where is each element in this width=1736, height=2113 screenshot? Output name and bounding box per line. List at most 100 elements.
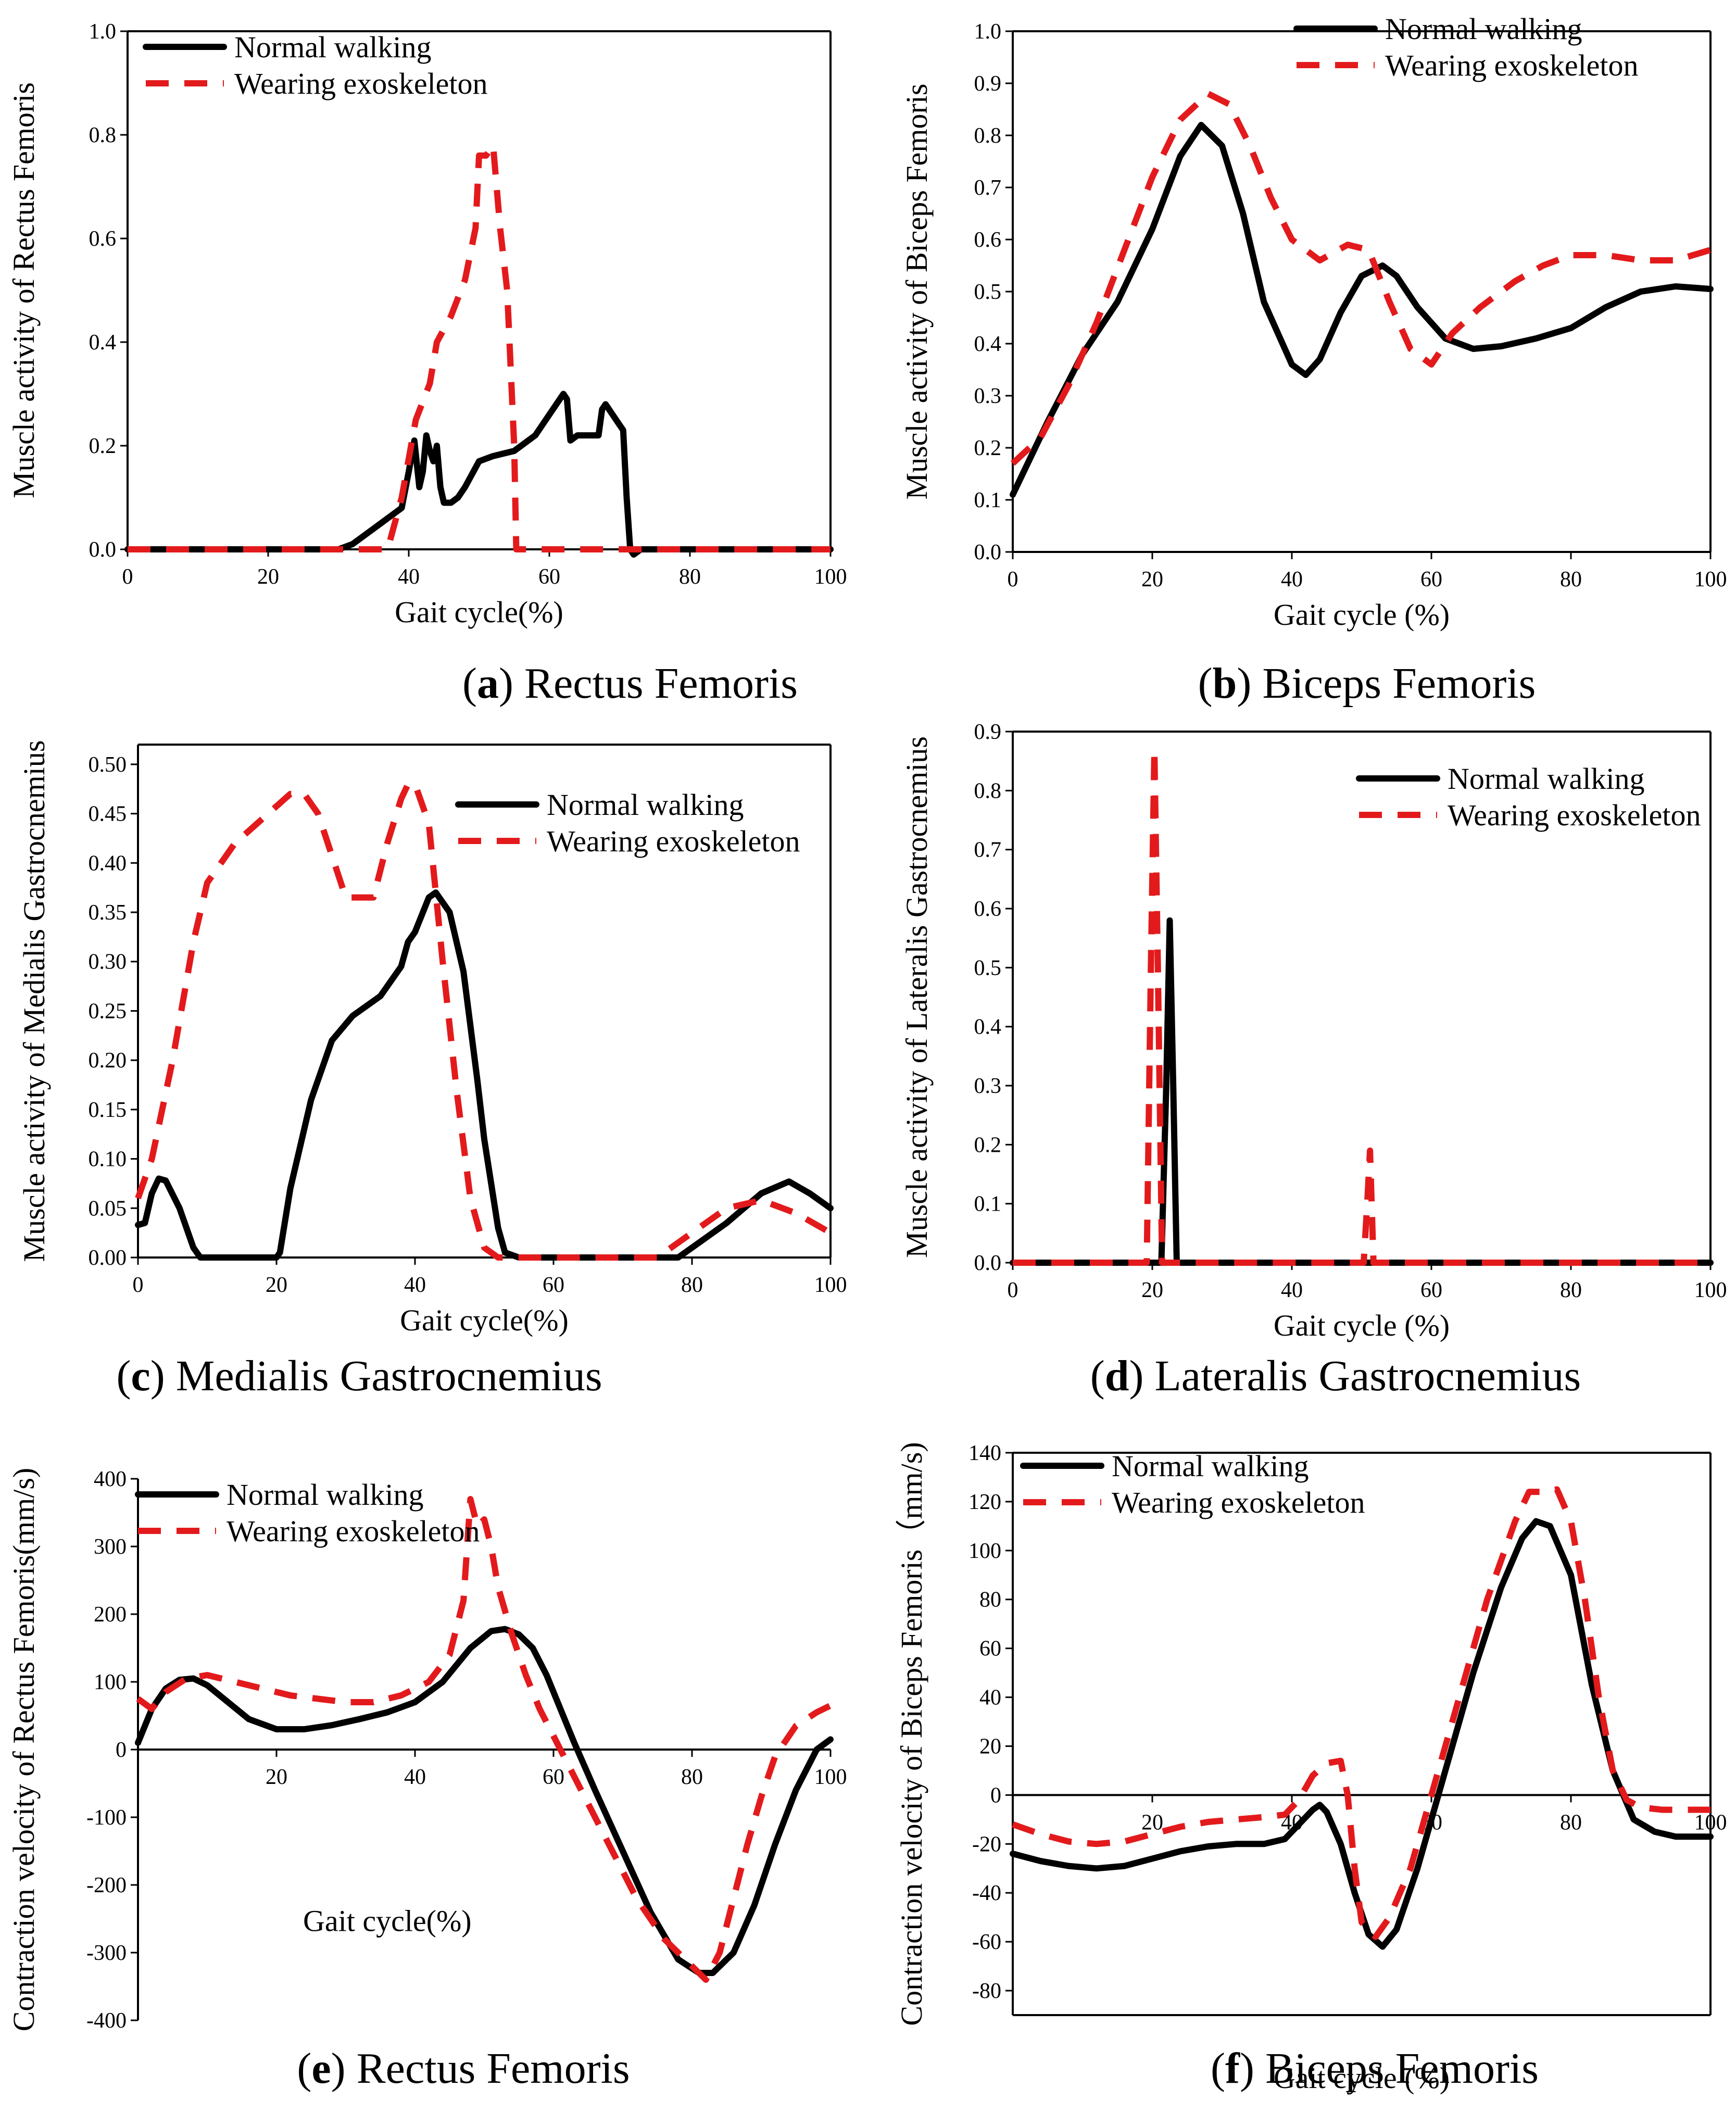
x-tick-label: 100 xyxy=(1694,1278,1727,1302)
x-tick-label: 40 xyxy=(1281,1278,1303,1302)
caption-letter: b xyxy=(1213,659,1237,708)
y-axis-title: Muscle activity of Lateralis Gastrocnemi… xyxy=(900,736,934,1258)
series-line-normal-walking xyxy=(1010,122,1714,498)
caption-letter: e xyxy=(311,2044,331,2093)
y-tick-label: 0.7 xyxy=(974,176,1002,200)
y-tick-label: 0.7 xyxy=(974,838,1002,862)
chart-a: 0.0 0.2 0.4 0.6 0.8 1.0 0 20 40 60 80 100 Gait cycle… xyxy=(7,20,847,708)
series-line-normal-walking xyxy=(1010,917,1714,1266)
x-tick-label: 20 xyxy=(266,1765,287,1789)
y-tick-label: 0.6 xyxy=(89,227,117,251)
series-line-wearing-exoskeleton xyxy=(136,1496,832,1983)
y-tick-label: 0.15 xyxy=(89,1098,127,1122)
panel-caption: (b) Biceps Femoris xyxy=(1198,659,1536,708)
series-line-wearing-exoskeleton xyxy=(1010,91,1712,466)
panel-caption: (f) Biceps Femoris xyxy=(1211,2044,1539,2093)
y-tick-label: -40 xyxy=(972,1881,1001,1905)
x-tick-label: 80 xyxy=(1560,1278,1582,1302)
caption-letter: d xyxy=(1105,1352,1129,1400)
y-tick-label: 0.00 xyxy=(89,1246,127,1270)
y-tick-label: 200 xyxy=(94,1603,127,1627)
panel-caption: (e) Rectus Femoris xyxy=(297,2044,630,2093)
y-tick-label: 0.4 xyxy=(974,332,1002,356)
panel-caption: (c) Medialis Gastrocnemius xyxy=(116,1352,602,1400)
x-tick-label: 0 xyxy=(1008,568,1018,592)
y-tick-label: -200 xyxy=(86,1873,127,1897)
x-tick-label: 60 xyxy=(1420,568,1442,592)
chart-b: 0.0 0.1 0.2 0.3 0.4 0.5 0.6 0.7 0.8 0.9 1.0 0 20 40 60… xyxy=(900,12,1727,708)
x-tick-label: 20 xyxy=(1141,1278,1163,1302)
y-axis-title: Muscle activity of Medialis Gastrocnemiu… xyxy=(17,740,51,1262)
caption-text: Rectus Femoris xyxy=(346,2044,630,2093)
x-tick-label: 80 xyxy=(681,1765,703,1789)
x-tick-label: 80 xyxy=(681,1273,703,1297)
y-tick-label: 300 xyxy=(94,1535,127,1559)
y-axis-title: Contraction velocity of Rectus Femoris(m… xyxy=(7,1468,41,2032)
x-tick-label: 0 xyxy=(122,565,133,589)
y-tick-label: 0.8 xyxy=(974,124,1002,148)
series-line-normal-walking xyxy=(124,391,834,558)
y-tick-label: 1.0 xyxy=(89,20,117,44)
x-tick-label: 40 xyxy=(404,1273,426,1297)
y-tick-label: 0.2 xyxy=(974,436,1002,460)
y-tick-label: 1.0 xyxy=(974,20,1002,44)
x-tick-label: 40 xyxy=(404,1765,426,1789)
legend-label-exo: Wearing exoskeleton xyxy=(234,67,488,100)
y-tick-label: -300 xyxy=(86,1941,127,1965)
y-tick-label: 0.9 xyxy=(974,72,1002,96)
legend-label-normal: Normal walking xyxy=(547,788,744,822)
y-tick-label: 140 xyxy=(968,1441,1001,1465)
panel-caption: (d) Lateralis Gastrocnemius xyxy=(1090,1352,1581,1400)
chart-d: 0.0 0.1 0.2 0.3 0.4 0.5 0.6 0.7 0.8 0.9 0 20 40 60 80 1… xyxy=(900,720,1727,1400)
series-line-normal-walking xyxy=(135,889,834,1261)
y-tick-label: 0.45 xyxy=(89,802,127,826)
y-tick-label: -100 xyxy=(86,1806,127,1830)
x-tick-label: 60 xyxy=(538,565,560,589)
y-tick-label: -20 xyxy=(972,1832,1001,1856)
y-tick-label: 80 xyxy=(979,1588,1001,1612)
y-tick-label: 100 xyxy=(94,1670,127,1694)
x-tick-label: 20 xyxy=(1141,1810,1163,1834)
caption-letter: a xyxy=(477,659,499,708)
x-axis-title: Gait cycle (%) xyxy=(1274,1309,1450,1342)
y-tick-label: 60 xyxy=(979,1637,1001,1661)
y-tick-label: 0.3 xyxy=(974,1074,1002,1098)
x-tick-label: 100 xyxy=(1694,1810,1727,1834)
y-tick-label: 0.35 xyxy=(89,901,127,925)
y-tick-label: 40 xyxy=(979,1686,1001,1710)
x-tick-label: 0 xyxy=(1008,1278,1018,1302)
x-tick-label: 40 xyxy=(398,565,420,589)
y-tick-label: 400 xyxy=(94,1467,127,1491)
legend-label-normal: Normal walking xyxy=(1112,1449,1309,1483)
x-tick-label: 20 xyxy=(1141,568,1163,592)
x-tick-label: 80 xyxy=(1560,568,1582,592)
y-tick-label: 0.10 xyxy=(89,1148,127,1172)
y-tick-label: 100 xyxy=(968,1539,1001,1563)
legend-label-exo: Wearing exoskeleton xyxy=(227,1514,480,1548)
x-tick-label: 60 xyxy=(543,1273,564,1297)
caption-text: Biceps Femoris xyxy=(1254,2044,1539,2093)
x-axis-title: Gait cycle (%) xyxy=(1274,2061,1450,2095)
x-tick-label: 60 xyxy=(1420,1278,1442,1302)
y-tick-label: 0.30 xyxy=(89,950,127,974)
series-line-wearing-exoskeleton xyxy=(1013,746,1710,1266)
y-axis-title: Contraction velocity of Biceps Femoris（m… xyxy=(895,1442,928,2026)
x-tick-label: 80 xyxy=(1560,1810,1582,1834)
x-tick-label: 40 xyxy=(1281,568,1303,592)
x-tick-label: 20 xyxy=(266,1273,287,1297)
y-tick-label: 0.0 xyxy=(89,538,117,562)
panel-caption: (a) Rectus Femoris xyxy=(462,659,798,708)
chart-c: 0.00 0.05 0.10 0.15 0.20 0.25 0.30 0.35 0.40 0.45… xyxy=(17,740,847,1400)
x-tick-label: 100 xyxy=(1694,568,1727,592)
y-tick-label: -80 xyxy=(972,1979,1001,2003)
series-line-normal-walking xyxy=(135,1626,834,1976)
x-tick-label: 100 xyxy=(814,1765,847,1789)
y-tick-label: 0.6 xyxy=(974,897,1002,921)
